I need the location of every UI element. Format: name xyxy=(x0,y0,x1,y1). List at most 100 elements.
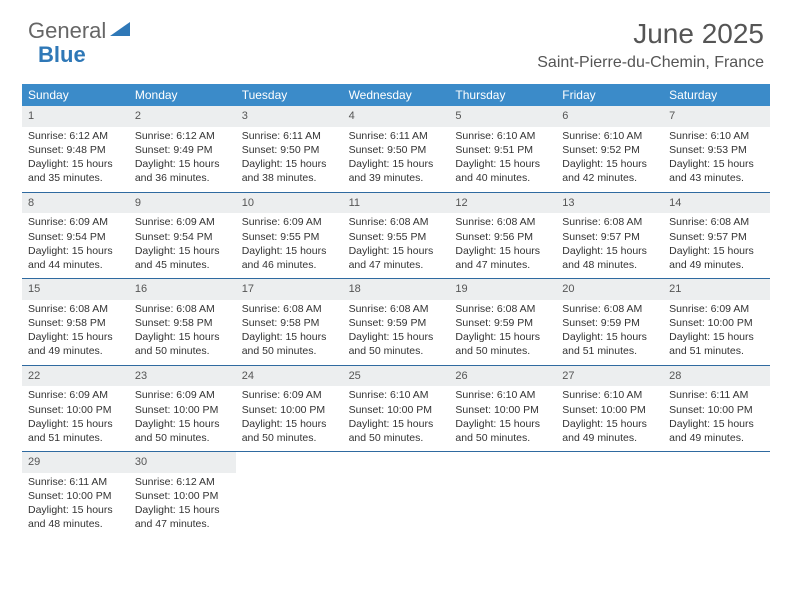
day-cell: 27Sunrise: 6:10 AMSunset: 10:00 PMDaylig… xyxy=(556,366,663,452)
day-number xyxy=(556,452,663,473)
day-number: 2 xyxy=(129,106,236,127)
day-number: 8 xyxy=(22,193,129,214)
logo-word1: General xyxy=(28,18,106,44)
day-details: Sunrise: 6:08 AMSunset: 9:58 PMDaylight:… xyxy=(236,300,343,359)
day-details: Sunrise: 6:11 AMSunset: 9:50 PMDaylight:… xyxy=(343,127,450,186)
day-details: Sunrise: 6:08 AMSunset: 9:58 PMDaylight:… xyxy=(129,300,236,359)
day-details: Sunrise: 6:10 AMSunset: 9:53 PMDaylight:… xyxy=(663,127,770,186)
day-cell: 21Sunrise: 6:09 AMSunset: 10:00 PMDaylig… xyxy=(663,279,770,365)
week-row: 1Sunrise: 6:12 AMSunset: 9:48 PMDaylight… xyxy=(22,106,770,193)
day-cell: 25Sunrise: 6:10 AMSunset: 10:00 PMDaylig… xyxy=(343,366,450,452)
day-cell-empty xyxy=(449,452,556,538)
day-details: Sunrise: 6:10 AMSunset: 10:00 PMDaylight… xyxy=(343,386,450,445)
dow-friday: Friday xyxy=(556,84,663,106)
day-cell: 12Sunrise: 6:08 AMSunset: 9:56 PMDayligh… xyxy=(449,193,556,279)
day-cell: 5Sunrise: 6:10 AMSunset: 9:51 PMDaylight… xyxy=(449,106,556,192)
dow-sunday: Sunday xyxy=(22,84,129,106)
day-cell-empty xyxy=(663,452,770,538)
day-details: Sunrise: 6:09 AMSunset: 10:00 PMDaylight… xyxy=(236,386,343,445)
day-cell: 20Sunrise: 6:08 AMSunset: 9:59 PMDayligh… xyxy=(556,279,663,365)
day-details: Sunrise: 6:08 AMSunset: 9:57 PMDaylight:… xyxy=(556,213,663,272)
day-cell: 10Sunrise: 6:09 AMSunset: 9:55 PMDayligh… xyxy=(236,193,343,279)
day-details: Sunrise: 6:09 AMSunset: 10:00 PMDaylight… xyxy=(22,386,129,445)
day-cell: 13Sunrise: 6:08 AMSunset: 9:57 PMDayligh… xyxy=(556,193,663,279)
calendar: SundayMondayTuesdayWednesdayThursdayFrid… xyxy=(0,76,792,538)
day-cell: 6Sunrise: 6:10 AMSunset: 9:52 PMDaylight… xyxy=(556,106,663,192)
day-number: 3 xyxy=(236,106,343,127)
day-number: 7 xyxy=(663,106,770,127)
day-details: Sunrise: 6:08 AMSunset: 9:55 PMDaylight:… xyxy=(343,213,450,272)
day-cell: 26Sunrise: 6:10 AMSunset: 10:00 PMDaylig… xyxy=(449,366,556,452)
day-details: Sunrise: 6:11 AMSunset: 10:00 PMDaylight… xyxy=(22,473,129,532)
week-row: 22Sunrise: 6:09 AMSunset: 10:00 PMDaylig… xyxy=(22,366,770,453)
day-details: Sunrise: 6:08 AMSunset: 9:58 PMDaylight:… xyxy=(22,300,129,359)
day-details: Sunrise: 6:08 AMSunset: 9:59 PMDaylight:… xyxy=(449,300,556,359)
week-row: 29Sunrise: 6:11 AMSunset: 10:00 PMDaylig… xyxy=(22,452,770,538)
day-number: 14 xyxy=(663,193,770,214)
day-number: 17 xyxy=(236,279,343,300)
day-cell: 1Sunrise: 6:12 AMSunset: 9:48 PMDaylight… xyxy=(22,106,129,192)
day-details: Sunrise: 6:09 AMSunset: 9:55 PMDaylight:… xyxy=(236,213,343,272)
day-details: Sunrise: 6:08 AMSunset: 9:56 PMDaylight:… xyxy=(449,213,556,272)
day-number: 27 xyxy=(556,366,663,387)
day-cell-empty xyxy=(236,452,343,538)
day-details: Sunrise: 6:08 AMSunset: 9:59 PMDaylight:… xyxy=(343,300,450,359)
day-number: 30 xyxy=(129,452,236,473)
day-details: Sunrise: 6:09 AMSunset: 9:54 PMDaylight:… xyxy=(129,213,236,272)
day-number: 29 xyxy=(22,452,129,473)
day-cell-empty xyxy=(556,452,663,538)
day-cell: 22Sunrise: 6:09 AMSunset: 10:00 PMDaylig… xyxy=(22,366,129,452)
day-number: 23 xyxy=(129,366,236,387)
title-block: June 2025 Saint-Pierre-du-Chemin, France xyxy=(537,18,764,72)
day-number: 11 xyxy=(343,193,450,214)
day-cell: 15Sunrise: 6:08 AMSunset: 9:58 PMDayligh… xyxy=(22,279,129,365)
day-number xyxy=(236,452,343,473)
day-number: 22 xyxy=(22,366,129,387)
day-cell: 3Sunrise: 6:11 AMSunset: 9:50 PMDaylight… xyxy=(236,106,343,192)
weeks-container: 1Sunrise: 6:12 AMSunset: 9:48 PMDaylight… xyxy=(22,106,770,538)
day-cell: 4Sunrise: 6:11 AMSunset: 9:50 PMDaylight… xyxy=(343,106,450,192)
dow-header-row: SundayMondayTuesdayWednesdayThursdayFrid… xyxy=(22,84,770,106)
day-number xyxy=(449,452,556,473)
day-cell: 17Sunrise: 6:08 AMSunset: 9:58 PMDayligh… xyxy=(236,279,343,365)
day-number: 24 xyxy=(236,366,343,387)
location: Saint-Pierre-du-Chemin, France xyxy=(537,54,764,72)
day-cell: 2Sunrise: 6:12 AMSunset: 9:49 PMDaylight… xyxy=(129,106,236,192)
day-cell: 24Sunrise: 6:09 AMSunset: 10:00 PMDaylig… xyxy=(236,366,343,452)
day-number: 12 xyxy=(449,193,556,214)
day-cell: 7Sunrise: 6:10 AMSunset: 9:53 PMDaylight… xyxy=(663,106,770,192)
day-cell: 19Sunrise: 6:08 AMSunset: 9:59 PMDayligh… xyxy=(449,279,556,365)
logo-word2: Blue xyxy=(38,42,86,68)
day-cell: 9Sunrise: 6:09 AMSunset: 9:54 PMDaylight… xyxy=(129,193,236,279)
day-cell: 23Sunrise: 6:09 AMSunset: 10:00 PMDaylig… xyxy=(129,366,236,452)
logo-triangle-icon xyxy=(110,20,130,36)
week-row: 8Sunrise: 6:09 AMSunset: 9:54 PMDaylight… xyxy=(22,193,770,280)
dow-monday: Monday xyxy=(129,84,236,106)
day-number: 15 xyxy=(22,279,129,300)
day-details: Sunrise: 6:12 AMSunset: 9:49 PMDaylight:… xyxy=(129,127,236,186)
day-cell: 30Sunrise: 6:12 AMSunset: 10:00 PMDaylig… xyxy=(129,452,236,538)
day-number: 21 xyxy=(663,279,770,300)
day-number: 13 xyxy=(556,193,663,214)
dow-tuesday: Tuesday xyxy=(236,84,343,106)
day-number: 26 xyxy=(449,366,556,387)
dow-wednesday: Wednesday xyxy=(343,84,450,106)
day-cell: 8Sunrise: 6:09 AMSunset: 9:54 PMDaylight… xyxy=(22,193,129,279)
day-number: 1 xyxy=(22,106,129,127)
day-cell: 18Sunrise: 6:08 AMSunset: 9:59 PMDayligh… xyxy=(343,279,450,365)
day-cell: 11Sunrise: 6:08 AMSunset: 9:55 PMDayligh… xyxy=(343,193,450,279)
day-details: Sunrise: 6:10 AMSunset: 9:52 PMDaylight:… xyxy=(556,127,663,186)
day-number: 6 xyxy=(556,106,663,127)
day-details: Sunrise: 6:10 AMSunset: 10:00 PMDaylight… xyxy=(556,386,663,445)
day-details: Sunrise: 6:09 AMSunset: 10:00 PMDaylight… xyxy=(129,386,236,445)
day-details: Sunrise: 6:11 AMSunset: 10:00 PMDaylight… xyxy=(663,386,770,445)
day-number: 19 xyxy=(449,279,556,300)
day-details: Sunrise: 6:09 AMSunset: 10:00 PMDaylight… xyxy=(663,300,770,359)
day-details: Sunrise: 6:12 AMSunset: 10:00 PMDaylight… xyxy=(129,473,236,532)
dow-thursday: Thursday xyxy=(449,84,556,106)
day-number: 20 xyxy=(556,279,663,300)
day-details: Sunrise: 6:10 AMSunset: 9:51 PMDaylight:… xyxy=(449,127,556,186)
day-cell: 14Sunrise: 6:08 AMSunset: 9:57 PMDayligh… xyxy=(663,193,770,279)
day-number: 4 xyxy=(343,106,450,127)
header: General June 2025 Saint-Pierre-du-Chemin… xyxy=(0,0,792,76)
